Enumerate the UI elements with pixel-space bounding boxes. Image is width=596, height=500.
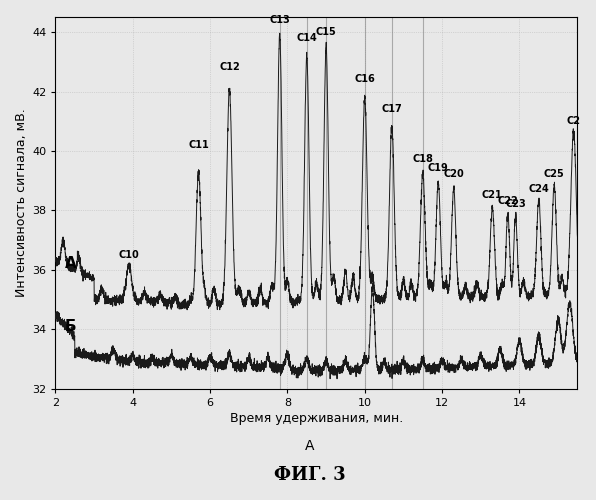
Text: C13: C13 <box>269 14 290 24</box>
Text: C16: C16 <box>355 74 375 84</box>
Text: А: А <box>65 256 77 272</box>
Text: C2: C2 <box>567 116 581 126</box>
Text: ФИГ. 3: ФИГ. 3 <box>274 466 346 484</box>
Text: Б: Б <box>65 319 77 334</box>
Text: C22: C22 <box>498 196 518 206</box>
Text: C19: C19 <box>428 164 449 173</box>
Text: C12: C12 <box>219 62 240 72</box>
Text: C25: C25 <box>544 170 564 179</box>
Text: C10: C10 <box>119 250 139 260</box>
Text: C20: C20 <box>443 170 464 179</box>
Y-axis label: Интенсивность сигнала, мВ.: Интенсивность сигнала, мВ. <box>15 108 28 298</box>
Text: C21: C21 <box>482 190 503 200</box>
Text: C24: C24 <box>529 184 549 194</box>
Text: C11: C11 <box>188 140 209 149</box>
X-axis label: Время удерживания, мин.: Время удерживания, мин. <box>230 412 403 425</box>
Text: C23: C23 <box>505 199 526 209</box>
Text: C17: C17 <box>381 104 402 114</box>
Text: C15: C15 <box>316 26 337 36</box>
Text: C14: C14 <box>296 32 317 42</box>
Text: C18: C18 <box>412 154 433 164</box>
Text: А: А <box>305 439 315 453</box>
